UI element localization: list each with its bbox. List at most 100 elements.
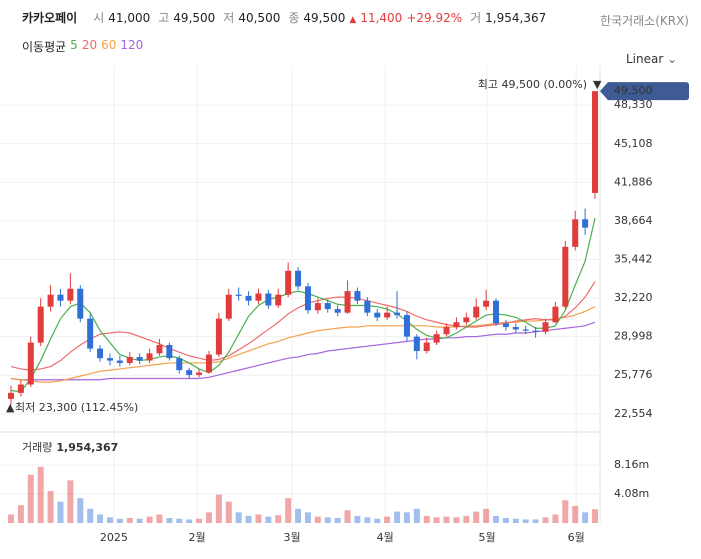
volume-bar: [473, 511, 480, 523]
candle-body: [542, 322, 549, 332]
volume-bar: [57, 501, 64, 523]
candle-body: [97, 348, 104, 359]
change: 11,400: [360, 11, 403, 25]
quote-header: 카카오페이 시 41,000 고 49,500 저 40,500 종 49,500 ▲ 1…: [22, 9, 546, 26]
candle-body: [354, 291, 361, 301]
candle-body: [295, 270, 302, 287]
volume-title: 거래량 1,954,367: [22, 441, 118, 454]
up-arrow: ▲: [349, 15, 357, 25]
candle-body: [413, 336, 420, 351]
candle-body: [314, 303, 321, 311]
candle-body: [245, 295, 252, 301]
ma-line: [10, 281, 596, 371]
volume-bar: [7, 514, 14, 523]
high-label: 최고 49,500 (0.00%): [478, 78, 587, 91]
volume-bar: [205, 512, 212, 523]
volume-bar: [235, 512, 242, 523]
candle-body: [433, 334, 440, 343]
candle-body: [532, 330, 539, 332]
candle-body: [463, 317, 470, 323]
volume-bar: [285, 498, 292, 523]
volume-bar: [77, 498, 84, 523]
volume-bar: [384, 516, 391, 523]
scale-mode: Linear: [626, 52, 664, 66]
candle-body: [67, 288, 74, 301]
x-tick-label: 6월: [568, 531, 585, 544]
volume-bar: [433, 517, 440, 523]
candle-body: [334, 309, 341, 313]
volume-bar: [364, 517, 371, 523]
volume-bar: [334, 518, 341, 523]
stat-value: 41,000: [108, 11, 151, 25]
volume-bar: [324, 517, 331, 523]
candle-body: [324, 303, 331, 310]
y-tick-label: 35,442: [614, 252, 653, 265]
volume-bar: [166, 518, 173, 523]
candle-body: [156, 344, 163, 354]
y-tick-label: 48,330: [614, 98, 653, 111]
candle-body: [483, 300, 490, 307]
volume-bar: [423, 515, 430, 523]
volume-bar: [215, 494, 222, 523]
ma-legend-item: 60: [101, 38, 117, 52]
volume-bar: [156, 514, 163, 523]
candle-body: [196, 372, 203, 375]
volume-bar: [196, 518, 203, 523]
candle-body: [255, 293, 262, 301]
x-tick-label: 5월: [479, 531, 496, 544]
volume-bar: [403, 512, 410, 523]
candle-body: [304, 286, 311, 311]
scale-dropdown[interactable]: Linear ⌄: [626, 52, 678, 66]
candle-body: [443, 327, 450, 335]
volume-bar: [116, 518, 123, 523]
volume-bar: [265, 516, 272, 523]
volume-bar: [413, 508, 420, 523]
volume-bar: [295, 508, 302, 523]
candle-body: [512, 327, 519, 330]
ma-legend-item: 5: [70, 38, 78, 52]
volume-bar: [97, 514, 104, 523]
volume-bar: [255, 514, 262, 523]
y-tick-label: 28,998: [614, 330, 653, 343]
candle-body: [403, 315, 410, 337]
volume-bar: [245, 515, 252, 523]
high-marker: ▼: [593, 78, 602, 91]
candle-body: [87, 318, 94, 349]
x-tick-label: 3월: [284, 531, 301, 544]
volume-bar: [453, 517, 460, 523]
volume-bar: [27, 474, 34, 523]
stat-value: 1,954,367: [485, 11, 547, 25]
y-tick-label: 32,220: [614, 291, 653, 304]
stat-value: 40,500: [238, 11, 281, 25]
ma-legend: 이동평균 5 20 60 120: [22, 38, 143, 55]
stat-label: 종: [288, 11, 300, 25]
volume-bar: [542, 517, 549, 523]
volume-bar: [532, 519, 539, 523]
candle-body: [37, 306, 44, 343]
candle-body: [57, 294, 64, 301]
y-tick-label: 41,886: [614, 175, 653, 188]
candle-body: [275, 294, 282, 306]
volume-title-text: 거래량: [22, 441, 52, 454]
candle-body: [17, 384, 24, 393]
candle-body: [522, 329, 529, 331]
y-tick-label: 8.16m: [614, 458, 649, 471]
stock-name: 카카오페이: [22, 11, 78, 25]
volume-bar: [522, 519, 529, 523]
y-tick-label: 4.08m: [614, 487, 649, 500]
y-tick-label: 38,664: [614, 214, 653, 227]
candle-body: [493, 300, 500, 324]
volume-bar: [562, 500, 569, 523]
y-tick-label: 25,776: [614, 368, 653, 381]
volume-bar: [592, 509, 599, 523]
x-tick-label: 4월: [377, 531, 394, 544]
volume-bar: [225, 501, 232, 523]
volume-bar: [47, 491, 54, 523]
candle-body: [215, 318, 222, 355]
stat-value: 49,500: [303, 11, 346, 25]
candle-body: [364, 300, 371, 313]
change-pct: +29.92%: [406, 11, 463, 25]
candle-body: [166, 344, 173, 359]
candle-body: [265, 293, 272, 306]
